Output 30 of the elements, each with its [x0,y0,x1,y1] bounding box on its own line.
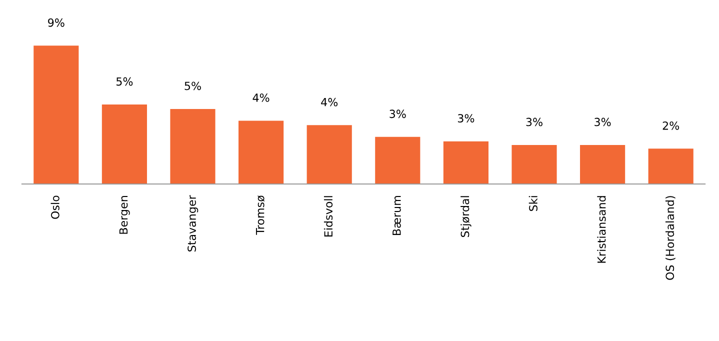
data-label: 5% [116,77,133,86]
bar [170,108,216,184]
x-tick-label: Kristiansand [597,196,606,263]
bar [238,120,284,184]
x-tick-label: Eidsvoll [324,196,333,237]
bar [648,148,694,184]
data-label: 3% [390,110,406,118]
x-tick-label: Oslo [50,196,60,219]
data-label: 3% [526,118,542,126]
data-label: 3% [458,114,474,122]
data-label: 4% [252,93,270,102]
data-label: 2% [662,121,680,130]
bar [580,145,626,184]
x-tick-label: Ski [528,196,538,211]
bar [512,145,557,184]
bar [306,125,352,184]
x-tick-label: OS (Hordaland) [665,196,676,280]
x-tick-label: Stavanger [188,195,198,252]
bar [34,46,79,184]
x-tick-label: Tromsø [256,196,265,235]
bar [102,104,147,184]
x-tick-label: Bergen [119,196,130,234]
bar [443,141,488,184]
x-tick-label: Stjørdal [460,196,472,237]
bar [375,136,420,184]
data-label: 9% [48,18,64,27]
data-label: 3% [594,118,611,126]
data-label: 5% [184,82,201,90]
data-label: 4% [321,98,338,106]
x-tick-label: Bærum [392,196,401,235]
